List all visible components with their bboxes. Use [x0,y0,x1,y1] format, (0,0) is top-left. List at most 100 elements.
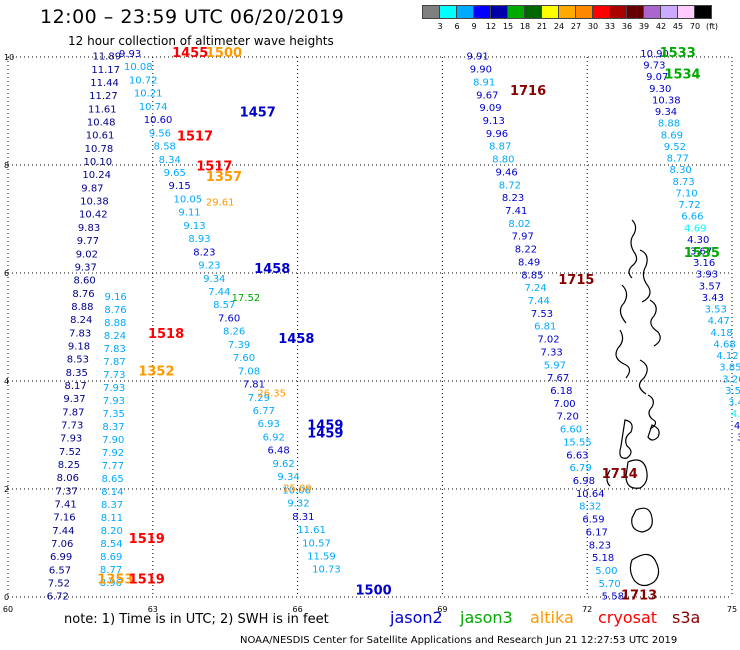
swh-value-label: 8.35 [66,368,88,379]
swh-value-label: 7.44 [52,526,74,537]
swh-value-label: 11.89 [92,52,121,63]
swh-value-label: 8.57 [213,300,235,311]
pass-time-label: 1517 [177,130,213,145]
swh-value-label: 8.24 [70,315,92,326]
satellite-legend-item: s3a [672,608,701,627]
swh-value-label: 10.38 [652,95,681,106]
swh-value-label: 6.66 [681,212,703,223]
swh-value-label: 7.33 [541,347,563,358]
legend-swatch [694,5,712,19]
swh-value-label: 26.35 [257,388,286,399]
swh-value-label: 7.44 [528,296,550,307]
swh-value-label: 9.13 [483,116,505,127]
swh-value-label: 5.70 [598,579,620,590]
swh-value-label: 8.77 [100,565,122,576]
pass-time-label: 1455 [172,46,208,61]
swh-value-label: 9.37 [75,262,97,273]
swh-value-label: 7.93 [60,434,82,445]
legend-tick: 12 [485,22,497,31]
pass-time-label: 1533 [660,46,696,61]
pass-time-label: 1500 [206,46,242,61]
swh-value-label: 7.77 [102,461,124,472]
swh-value-label: 7.73 [103,370,125,381]
swh-value-label: 9.90 [470,65,492,76]
swh-value-label: 5.58 [602,592,624,603]
swh-value-label: 8.80 [492,155,514,166]
swh-value-label: 6.59 [582,515,604,526]
swh-value-label: 3.53 [725,386,740,397]
swh-value-label: 3.40 [728,398,740,409]
legend-tick: 6 [454,22,460,31]
swh-value-label: 10.61 [86,131,115,142]
x-tick-label: 72 [582,605,592,614]
swh-value-label: 10.24 [82,170,111,181]
satellite-legend-item: altika [530,608,574,627]
swh-value-label: 9.52 [664,142,686,153]
pass-time-label: 1716 [510,84,546,99]
x-tick-label: 63 [148,605,158,614]
swh-value-label: 8.69 [100,552,122,563]
swh-value-label: 8.20 [101,526,123,537]
swh-value-label: 8.53 [67,355,89,366]
island-outline [615,329,631,379]
swh-value-label: 6.92 [263,432,285,443]
swh-value-label: 7.08 [238,366,260,377]
legend-tick: 70 [689,22,701,31]
pass-time-labels: 1455150014571517151713571458145815181352… [97,46,720,604]
axis-tick-labels: 60 63 66 69 72 75 0 2 4 6 8 10 [3,53,737,614]
swh-value-label: 8.37 [102,422,124,433]
swh-value-label: 7.52 [48,579,70,590]
swh-value-label: 29.61 [206,198,235,209]
swh-value-label: 3.26 [722,374,740,385]
swh-value-label: 7.83 [69,328,91,339]
swh-value-label: 3.16 [693,258,715,269]
swh-value-label: 7.92 [102,448,124,459]
swh-value-label: 11.44 [90,78,119,89]
swh-value-label: 9.77 [77,236,99,247]
swh-value-label: 7.10 [675,188,697,199]
swh-value-label: 9.16 [105,292,127,303]
swh-value-label: 8.06 [57,473,79,484]
swh-value-label: 9.13 [183,221,205,232]
swh-value-label: 4.21 [731,409,740,420]
swh-value-label: 10.72 [129,75,158,86]
swh-value-label: 7.20 [557,412,579,423]
swh-value-label: 3.85 [719,363,740,374]
y-tick-label: 8 [4,161,9,170]
pass-time-label: 1534 [664,68,700,83]
island-outline [625,459,648,489]
pass-time-label: 1500 [356,583,392,598]
swh-value-label: 9.34 [203,274,225,285]
swh-value-label: 11.27 [89,91,118,102]
swh-value-label: 8.14 [101,487,123,498]
swh-value-label: 7.00 [553,399,575,410]
maldives-islands [606,219,661,587]
swh-value-label: 8.65 [101,474,123,485]
swh-value-label: 9.37 [63,394,85,405]
pass-time-label: 1459 [307,427,343,442]
swh-value-label: 8.73 [672,177,694,188]
swh-value-label: 10.64 [576,489,605,500]
swh-value-label: 10.57 [302,538,331,549]
pass-time-label: 1714 [602,467,638,482]
pass-time-label: 1357 [206,170,242,185]
swh-value-label: 6.99 [50,552,72,563]
swh-value-label: 7.73 [61,420,83,431]
swh-value-label: 9.62 [272,459,294,470]
legend-tick: (ft) [705,22,719,31]
color-legend [422,5,712,19]
swh-value-label: 3.93 [696,270,718,281]
swh-value-label: 8.25 [58,460,80,471]
swh-value-label: 7.60 [218,313,240,324]
swh-value-label: 10.08 [124,62,153,73]
swh-value-label: 7.93 [103,383,125,394]
legend-tick: 24 [553,22,565,31]
swh-value-label: 25.09 [283,484,312,495]
legend-tick: 42 [655,22,667,31]
swh-value-label: 10.06 [282,485,311,496]
swh-value-label: 7.81 [243,380,265,391]
swh-value-label: 8.91 [473,77,495,88]
island-outline [649,299,661,347]
swh-value-label: 7.39 [228,340,250,351]
pass-time-label: 1535 [684,246,720,261]
